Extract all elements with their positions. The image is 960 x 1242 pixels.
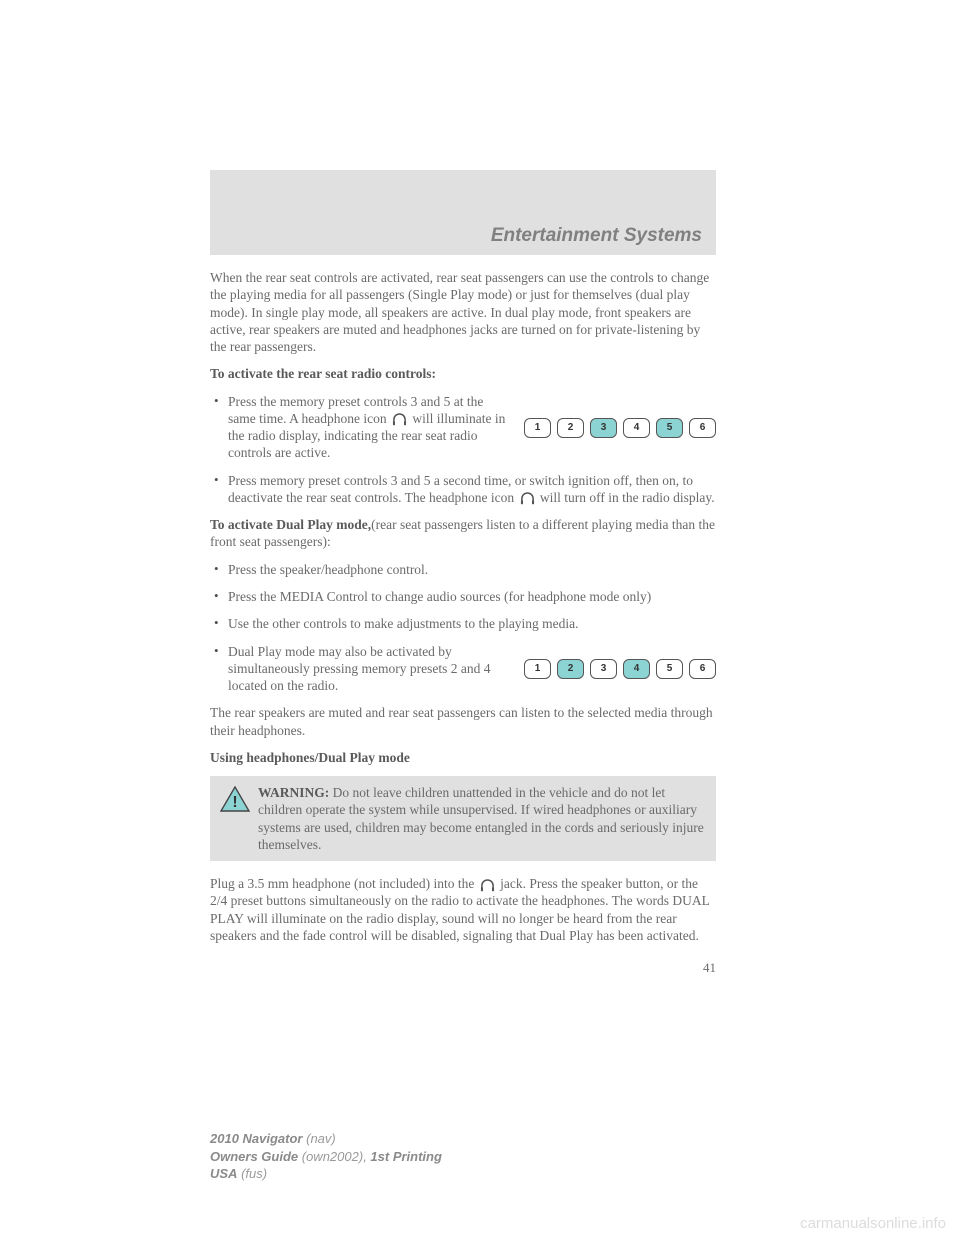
preset-row-3-5: 1 2 3 4 5 6 [524, 395, 716, 462]
svg-text:!: ! [232, 794, 237, 811]
headphone-icon [392, 413, 407, 426]
plug-paragraph: Plug a 3.5 mm headphone (not included) i… [210, 875, 716, 944]
list-item: Press the memory preset controls 3 and 5… [210, 393, 716, 462]
footer: 2010 Navigator (nav) Owners Guide (own20… [210, 1130, 442, 1183]
list-item: Press the speaker/headphone control. [210, 561, 716, 578]
preset-button-3: 3 [590, 659, 617, 679]
activate-heading: To activate the rear seat radio controls… [210, 365, 716, 382]
preset-button-2: 2 [557, 659, 584, 679]
footer-printing: 1st Printing [370, 1149, 442, 1164]
preset-button-5: 5 [656, 418, 683, 438]
intro-paragraph: When the rear seat controls are activate… [210, 269, 716, 355]
li-text: will turn off in the radio display. [537, 490, 715, 505]
plug-text-a: Plug a 3.5 mm headphone (not included) i… [210, 876, 478, 891]
preset-button-6: 6 [689, 418, 716, 438]
preset-button-1: 1 [524, 418, 551, 438]
preset-button-4: 4 [623, 418, 650, 438]
warning-label: WARNING: [258, 785, 329, 800]
headphone-icon [480, 879, 495, 892]
page-number: 41 [210, 960, 716, 977]
watermark: carmanualsonline.info [800, 1215, 946, 1232]
dual-play-heading: To activate Dual Play mode,(rear seat pa… [210, 516, 716, 551]
list-item: Dual Play mode may also be activated by … [210, 643, 716, 695]
preset-button-5: 5 [656, 659, 683, 679]
dual-heading-bold: To activate Dual Play mode, [210, 517, 371, 532]
list-item: Press memory preset controls 3 and 5 a s… [210, 472, 716, 507]
list-item: Use the other controls to make adjustmen… [210, 615, 716, 632]
section-title: Entertainment Systems [491, 225, 702, 247]
preset-button-3: 3 [590, 418, 617, 438]
footer-region: USA [210, 1166, 237, 1181]
footer-guide: Owners Guide [210, 1149, 298, 1164]
section-header: Entertainment Systems [210, 170, 716, 255]
li-text: Dual Play mode may also be activated by … [228, 643, 514, 695]
preset-button-1: 1 [524, 659, 551, 679]
footer-code: (nav) [303, 1131, 336, 1146]
preset-button-4: 4 [623, 659, 650, 679]
using-heading: Using headphones/Dual Play mode [210, 749, 716, 766]
footer-model: 2010 Navigator [210, 1131, 303, 1146]
warning-icon: ! [220, 786, 250, 816]
muted-paragraph: The rear speakers are muted and rear sea… [210, 704, 716, 739]
list-item: Press the MEDIA Control to change audio … [210, 588, 716, 605]
footer-code: (fus) [237, 1166, 267, 1181]
preset-row-2-4: 1 2 3 4 5 6 [524, 645, 716, 695]
preset-button-2: 2 [557, 418, 584, 438]
footer-code: (own2002) [298, 1149, 363, 1164]
preset-button-6: 6 [689, 659, 716, 679]
warning-box: ! WARNING: Do not leave children unatten… [210, 776, 716, 861]
headphone-icon [520, 492, 535, 505]
